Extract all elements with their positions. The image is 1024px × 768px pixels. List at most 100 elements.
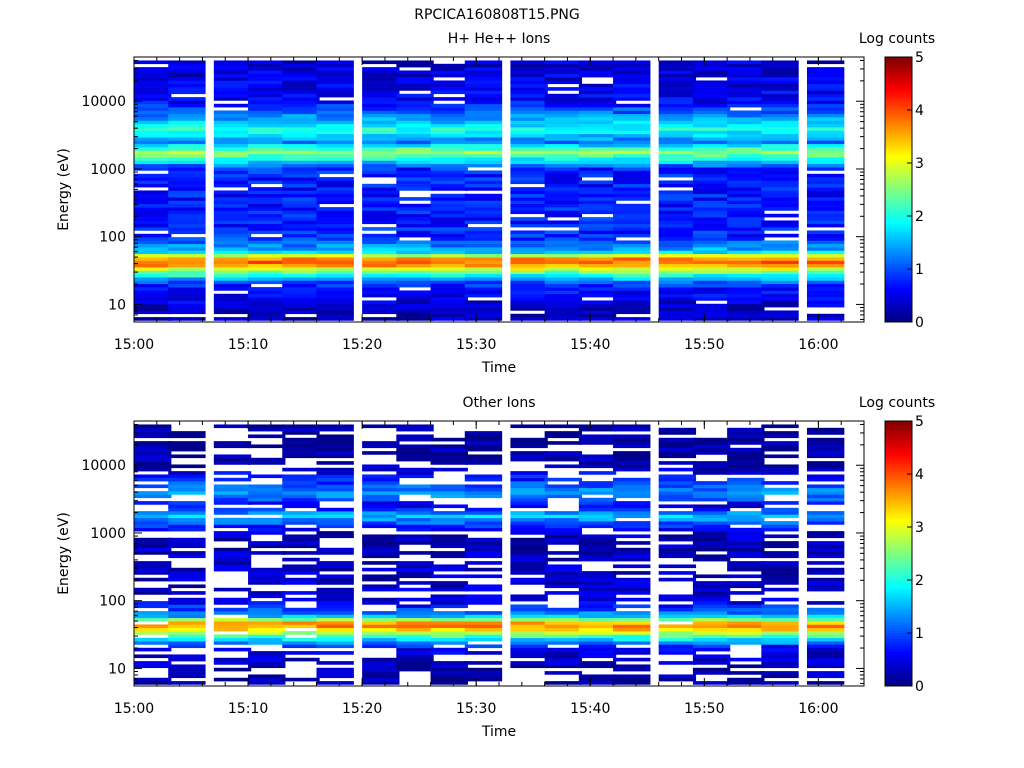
heatmap-cell xyxy=(806,431,845,435)
heatmap-cell xyxy=(464,217,503,221)
heatmap-cell xyxy=(544,621,582,625)
heatmap-cell xyxy=(168,671,206,675)
heatmap-cell xyxy=(168,290,206,295)
heatmap-cell xyxy=(613,637,651,642)
heatmap-cell xyxy=(578,210,617,215)
heatmap-cell xyxy=(806,153,845,158)
heatmap-cell xyxy=(544,631,582,635)
colorbar-swatch xyxy=(885,474,912,478)
heatmap-cell xyxy=(316,267,354,271)
heatmap-cell xyxy=(510,293,548,298)
heatmap-cell xyxy=(692,637,731,642)
heatmap-cell xyxy=(396,627,434,632)
heatmap-cell xyxy=(282,454,320,459)
heatmap-cell xyxy=(430,113,468,118)
heatmap-cell xyxy=(396,260,434,265)
colorbar-swatch xyxy=(885,580,912,584)
heatmap-cell xyxy=(168,514,206,519)
heatmap-cell xyxy=(248,521,286,525)
heatmap-cell xyxy=(658,644,697,649)
heatmap-cell xyxy=(727,220,765,225)
colorbar-swatch xyxy=(885,197,912,201)
heatmap-cell xyxy=(727,307,765,311)
heatmap-cell xyxy=(134,277,172,281)
heatmap-cell xyxy=(578,674,617,679)
heatmap-cell xyxy=(578,267,617,271)
heatmap-cell xyxy=(248,120,286,125)
heatmap-cell xyxy=(282,177,320,181)
heatmap-cell xyxy=(316,514,354,519)
colorbar-swatch xyxy=(885,287,912,291)
heatmap-cell xyxy=(282,133,320,138)
heatmap-cell xyxy=(168,637,206,642)
heatmap-cell xyxy=(510,577,548,582)
heatmap-cell xyxy=(362,681,400,685)
heatmap-cell xyxy=(248,491,286,495)
heatmap-cell xyxy=(464,93,503,98)
heatmap-cell xyxy=(761,597,799,602)
heatmap-cell xyxy=(213,230,252,235)
heatmap-cell xyxy=(761,267,799,271)
heatmap-cell xyxy=(578,547,617,552)
heatmap-cell xyxy=(578,217,617,221)
heatmap-cell xyxy=(544,190,582,195)
heatmap-cell xyxy=(578,243,617,248)
heatmap-cell xyxy=(544,624,582,629)
heatmap-cell xyxy=(658,307,697,311)
heatmap-cell xyxy=(316,143,354,148)
heatmap-cell xyxy=(282,474,320,479)
heatmap-cell xyxy=(168,297,206,301)
heatmap-cell xyxy=(282,250,320,255)
colorbar-swatch xyxy=(885,521,912,525)
colorbar-swatch xyxy=(885,572,912,576)
heatmap-cell xyxy=(578,157,617,161)
colorbar-swatch xyxy=(885,447,912,451)
colorbar-swatch xyxy=(885,614,912,618)
heatmap-cell xyxy=(806,437,845,442)
colorbar-swatch xyxy=(885,423,912,427)
heatmap-cell xyxy=(430,287,468,291)
heatmap-cell xyxy=(316,313,354,318)
heatmap-cell xyxy=(692,143,731,148)
heatmap-cell xyxy=(613,587,651,592)
heatmap-cell xyxy=(134,107,172,111)
heatmap-cell xyxy=(658,63,697,68)
heatmap-cell xyxy=(806,90,845,95)
heatmap-cell xyxy=(727,300,765,305)
heatmap-cell xyxy=(282,193,320,198)
heatmap-cell xyxy=(282,484,320,489)
heatmap-cell xyxy=(510,217,548,221)
heatmap-cell xyxy=(692,647,731,652)
heatmap-cell xyxy=(464,521,503,525)
heatmap-cell xyxy=(168,70,206,75)
heatmap-cell xyxy=(727,431,765,435)
heatmap-cell xyxy=(806,607,845,612)
heatmap-cell xyxy=(761,511,799,515)
heatmap-cell xyxy=(806,223,845,228)
heatmap-cell xyxy=(727,133,765,138)
heatmap-cell xyxy=(658,511,697,515)
heatmap-cell xyxy=(613,63,651,68)
heatmap-cell xyxy=(727,90,765,95)
heatmap-cell xyxy=(213,173,252,178)
colorbar-tick-label: 2 xyxy=(915,209,924,225)
heatmap-cell xyxy=(613,183,651,188)
heatmap-cell xyxy=(727,123,765,128)
heatmap-cell xyxy=(396,631,434,635)
heatmap-cell xyxy=(282,227,320,231)
heatmap-cell xyxy=(510,93,548,98)
heatmap-cell xyxy=(761,143,799,148)
heatmap-cell xyxy=(613,464,651,469)
heatmap-cell xyxy=(316,177,354,181)
heatmap-cell xyxy=(396,307,434,311)
heatmap-cell xyxy=(464,587,503,592)
heatmap-cell xyxy=(578,441,617,445)
heatmap-cell xyxy=(544,577,582,582)
heatmap-cell xyxy=(613,227,651,231)
heatmap-cell xyxy=(316,100,354,105)
heatmap-cell xyxy=(396,270,434,275)
heatmap-cell xyxy=(544,614,582,619)
heatmap-cell xyxy=(464,177,503,181)
heatmap-cell xyxy=(510,230,548,235)
heatmap-cell xyxy=(464,601,503,605)
